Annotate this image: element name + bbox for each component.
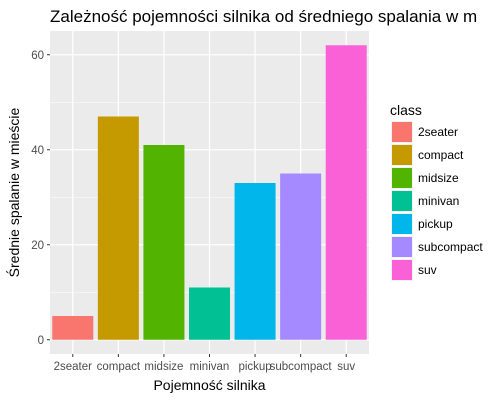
x-tick-label-suv: suv (337, 361, 355, 373)
y-axis-title: Średnie spalanie w mieście (5, 107, 22, 277)
x-tick-label-minivan: minivan (190, 361, 230, 373)
legend-swatch-minivan (392, 191, 412, 211)
legend-swatch-midsize (392, 168, 412, 188)
legend-label-minivan: minivan (418, 194, 459, 208)
bar-suv (325, 45, 367, 340)
x-tick-label-subcompact: subcompact (270, 361, 333, 373)
bar-2seater (52, 316, 94, 340)
y-axis: 0 20 40 60 (31, 50, 50, 347)
legend-label-2seater: 2seater (418, 125, 458, 139)
x-tick-label-midsize: midsize (144, 361, 183, 373)
x-axis-title: Pojemność silnika (153, 377, 265, 393)
legend-label-midsize: midsize (418, 171, 459, 185)
bar-subcompact (280, 173, 322, 340)
x-axis: 2seater compact midsize minivan pickupsubcom… (54, 354, 355, 373)
bar-compact (97, 116, 139, 340)
x-tick-label-pickup: pickup (238, 361, 271, 373)
legend-swatch-2seater (392, 122, 412, 142)
legend-items: 2seater compact midsize minivan pickup subcom… (391, 121, 483, 281)
legend-label-subcompact: subcompact (418, 240, 483, 254)
y-tick-label: 0 (38, 335, 44, 347)
legend-label-suv: suv (418, 263, 437, 277)
legend: class 2seater compact midsize minivan pickup… (390, 102, 483, 281)
legend-swatch-compact (392, 145, 412, 165)
bars (52, 45, 367, 340)
legend-swatch-subcompact (392, 237, 412, 257)
legend-title: class (390, 102, 422, 118)
x-tick-label-compact: compact (97, 361, 141, 373)
bar-midsize (143, 145, 185, 340)
legend-label-pickup: pickup (418, 217, 453, 231)
y-tick-label: 60 (31, 50, 44, 62)
legend-swatch-pickup (392, 214, 412, 234)
legend-swatch-suv (392, 260, 412, 280)
y-tick-label: 20 (31, 240, 44, 252)
x-tick-label-2seater: 2seater (54, 361, 93, 373)
bar-pickup (234, 183, 276, 340)
y-tick-label: 40 (31, 145, 44, 157)
chart-title: Zależność pojemności silnika od średnieg… (50, 7, 477, 26)
bar-minivan (188, 287, 231, 340)
legend-label-compact: compact (418, 148, 464, 162)
